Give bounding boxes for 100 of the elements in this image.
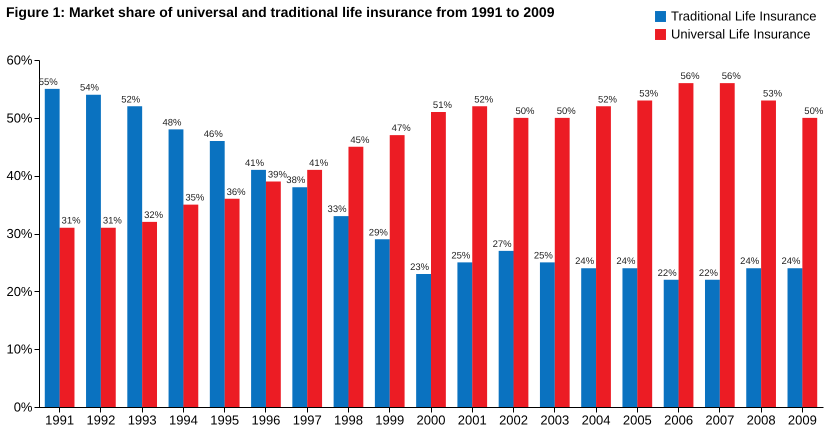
- data-label: 22%: [698, 268, 718, 279]
- chart-title: Figure 1: Market share of universal and traditional life insurance from 1991 to 2009: [6, 4, 555, 20]
- x-tick-label: 1991: [45, 412, 74, 428]
- bar: [457, 262, 472, 407]
- bar: [390, 135, 405, 407]
- bar: [183, 204, 198, 407]
- data-label: 54%: [80, 82, 100, 94]
- bar: [581, 268, 596, 407]
- x-tick-label: 1995: [210, 412, 240, 428]
- data-label: 41%: [245, 158, 265, 169]
- data-label: 48%: [162, 117, 182, 128]
- data-label: 33%: [328, 204, 348, 216]
- legend-label: Traditional Life Insurance: [671, 8, 816, 24]
- data-label: 23%: [410, 262, 430, 273]
- data-label: 52%: [598, 94, 618, 106]
- bar: [746, 268, 762, 407]
- data-label: 25%: [534, 250, 554, 262]
- y-tick-label: 50%: [6, 110, 33, 126]
- data-label: 52%: [121, 94, 141, 106]
- bar: [498, 250, 514, 407]
- x-tick-label: 2002: [499, 412, 528, 428]
- bar: [374, 239, 390, 407]
- bar: [514, 118, 528, 407]
- x-tick-label: 1993: [128, 412, 157, 428]
- data-label: 52%: [474, 94, 494, 106]
- y-tick-label: 60%: [6, 52, 33, 68]
- data-label: 53%: [639, 88, 659, 100]
- x-tick-label: 2009: [788, 412, 817, 428]
- bar: [334, 216, 348, 407]
- bar: [431, 112, 446, 407]
- x-tick-label: 1994: [168, 412, 198, 428]
- data-label: 50%: [515, 106, 536, 117]
- y-tick-label: 0%: [14, 400, 33, 414]
- data-label: 27%: [492, 238, 512, 250]
- data-label: 51%: [432, 100, 452, 112]
- data-label: 31%: [62, 216, 82, 227]
- bar: [348, 146, 364, 407]
- data-label: 41%: [309, 158, 329, 169]
- bar: [292, 187, 308, 407]
- data-label: 24%: [616, 256, 636, 268]
- bar: [86, 94, 101, 407]
- data-label: 56%: [680, 71, 700, 82]
- bar: [704, 280, 720, 407]
- data-label: 38%: [286, 175, 306, 186]
- bar: [472, 106, 488, 407]
- data-label: 24%: [781, 256, 801, 268]
- bar: [720, 83, 735, 407]
- legend-label: Universal Life Insurance: [671, 26, 810, 42]
- bar: [761, 100, 776, 407]
- data-label: 36%: [226, 186, 246, 198]
- x-tick-label: 2005: [622, 412, 652, 428]
- bar: [266, 181, 281, 407]
- bar: [637, 100, 652, 407]
- x-tick-label: 2006: [664, 412, 694, 428]
- x-tick-label: 1998: [334, 412, 363, 428]
- bar: [44, 88, 60, 407]
- x-tick-label: 1996: [251, 412, 280, 428]
- data-label: 35%: [185, 192, 205, 204]
- bar: [540, 262, 555, 407]
- data-label: 24%: [575, 256, 595, 268]
- bar: [416, 274, 431, 407]
- data-label: 39%: [268, 169, 288, 180]
- x-tick-label: 1997: [292, 412, 322, 428]
- y-tick-label: 40%: [6, 168, 33, 184]
- x-tick-label: 1999: [375, 412, 404, 428]
- x-tick-label: 2001: [458, 412, 487, 428]
- x-tick-label: 1992: [86, 412, 116, 428]
- data-label: 32%: [144, 210, 164, 221]
- y-tick-label: 20%: [6, 284, 33, 299]
- data-label: 50%: [804, 106, 824, 117]
- data-label: 29%: [368, 227, 388, 238]
- data-label: 47%: [392, 123, 412, 134]
- bar: [678, 83, 694, 407]
- bar: [224, 198, 240, 407]
- y-tick-label: 30%: [6, 226, 33, 241]
- data-label: 25%: [451, 250, 471, 262]
- data-label: 56%: [722, 71, 742, 82]
- bar: [251, 170, 266, 407]
- data-label: 22%: [658, 268, 678, 279]
- bar: [127, 106, 142, 407]
- x-tick-label: 2008: [746, 412, 776, 428]
- bar: [210, 140, 225, 407]
- bar: [100, 228, 116, 407]
- data-label: 45%: [350, 134, 370, 146]
- data-label: 46%: [204, 128, 224, 140]
- bar: [307, 170, 322, 407]
- y-tick-label: 10%: [6, 342, 33, 357]
- bar: [60, 228, 74, 407]
- data-label: 50%: [556, 106, 576, 117]
- bar: [142, 222, 158, 407]
- bar: [596, 106, 611, 407]
- bar: [802, 118, 818, 407]
- bar: [554, 118, 570, 407]
- x-tick-label: 2007: [705, 412, 734, 428]
- data-label: 53%: [763, 88, 783, 100]
- bar: [168, 129, 184, 407]
- bar: [622, 268, 638, 407]
- bar: [788, 268, 802, 407]
- data-label: 31%: [102, 216, 122, 227]
- bar: [664, 280, 679, 407]
